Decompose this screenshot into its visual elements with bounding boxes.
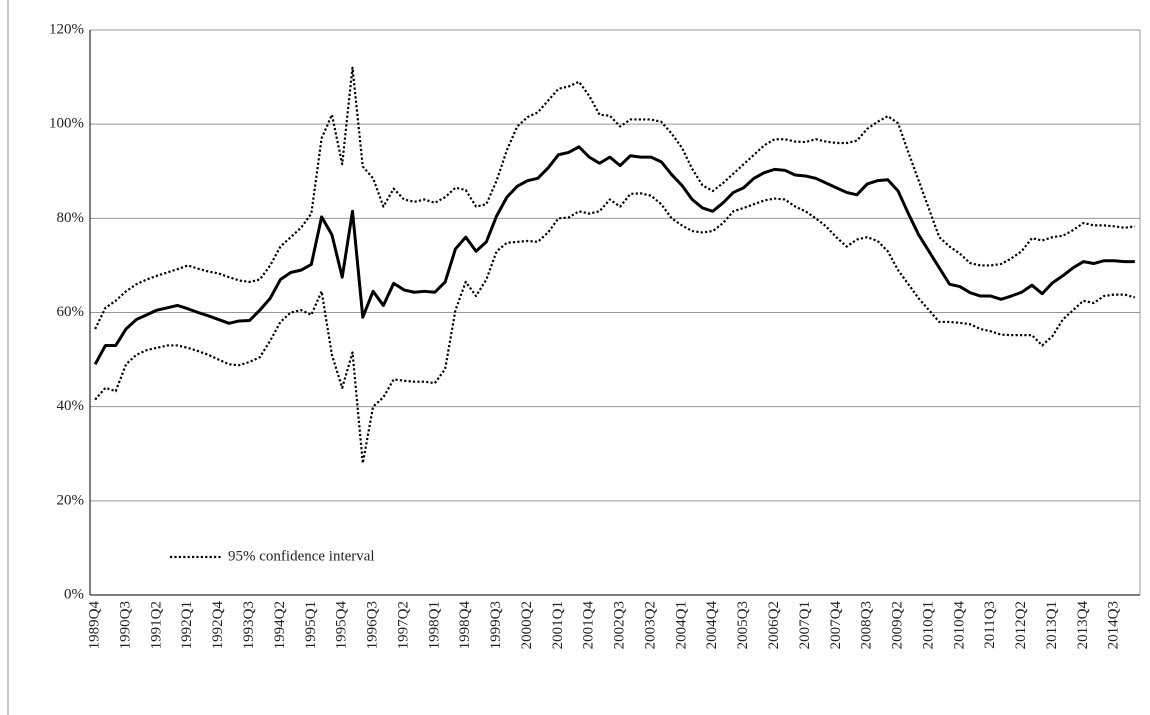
ci-line: [94, 66, 1135, 330]
x-tick-label: 1994Q2: [272, 601, 288, 649]
x-tick-label: 1990Q3: [117, 601, 133, 649]
x-tick-label: 2001Q1: [550, 601, 566, 649]
x-tick-label: 1997Q2: [395, 601, 411, 649]
x-tick-label: 2003Q2: [642, 601, 658, 649]
x-tick-label: 1992Q1: [179, 601, 195, 649]
x-tick-label: 2001Q4: [581, 601, 597, 650]
x-tick-label: 1995Q4: [334, 601, 350, 650]
ci-line: [94, 192, 1136, 465]
x-tick-label: 2007Q1: [797, 601, 813, 649]
x-tick-label: 2004Q1: [673, 601, 689, 649]
x-tick-label: 2011Q3: [982, 601, 998, 649]
y-tick-label: 0%: [64, 586, 84, 602]
y-tick-label: 120%: [49, 21, 84, 37]
y-tick-label: 100%: [49, 116, 84, 132]
x-tick-label: 1993Q3: [241, 601, 257, 649]
estimate-line: [93, 145, 1135, 366]
legend-label: 95% confidence interval: [228, 548, 375, 564]
x-tick-label: 2012Q2: [1013, 601, 1029, 649]
x-tick-label: 1998Q1: [426, 601, 442, 649]
x-tick-label: 2008Q3: [859, 601, 875, 649]
y-tick-label: 40%: [57, 398, 85, 414]
x-tick-label: 2009Q2: [890, 601, 906, 649]
x-tick-label: 1991Q2: [148, 601, 164, 649]
x-tick-label: 2013Q4: [1075, 601, 1091, 650]
y-tick-label: 60%: [57, 304, 85, 320]
x-tick-label: 1989Q4: [87, 601, 103, 650]
x-tick-label: 2004Q4: [704, 601, 720, 650]
x-tick-label: 1995Q1: [303, 601, 319, 649]
x-tick-label: 2006Q2: [766, 601, 782, 649]
x-tick-label: 1999Q3: [488, 601, 504, 649]
x-tick-label: 1996Q3: [365, 601, 381, 649]
x-tick-label: 2010Q1: [920, 601, 936, 649]
x-tick-label: 2010Q4: [951, 601, 967, 650]
x-tick-label: 2014Q3: [1106, 601, 1122, 649]
x-tick-label: 1992Q4: [210, 601, 226, 650]
y-tick-label: 80%: [57, 210, 85, 226]
x-tick-label: 2002Q3: [612, 601, 628, 649]
x-tick-label: 2007Q4: [828, 601, 844, 650]
x-tick-label: 2013Q1: [1044, 601, 1060, 649]
x-tick-label: 2005Q3: [735, 601, 751, 649]
x-tick-label: 1998Q4: [457, 601, 473, 650]
y-tick-label: 20%: [57, 492, 85, 508]
x-tick-label: 2000Q2: [519, 601, 535, 649]
